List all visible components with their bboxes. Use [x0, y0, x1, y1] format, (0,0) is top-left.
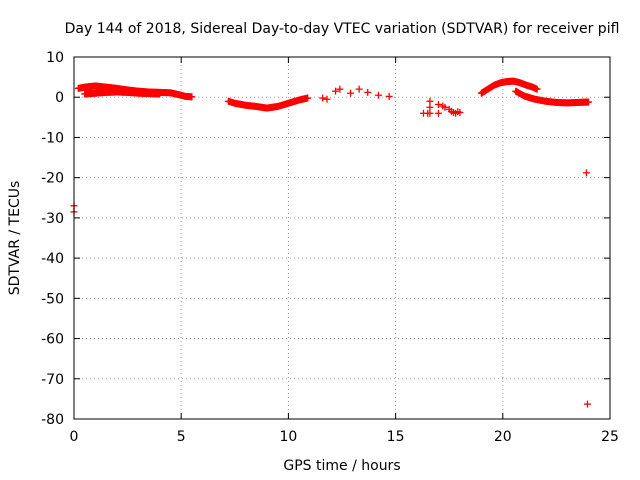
y-axis-label: SDTVAR / TECUs	[7, 181, 23, 296]
data-point	[347, 89, 355, 97]
x-tick-label: 15	[387, 429, 405, 445]
x-tick-label: 5	[177, 429, 186, 445]
x-tick-label: 0	[70, 429, 79, 445]
y-tick-label: -80	[41, 412, 64, 428]
y-tick-label: -10	[41, 130, 64, 146]
data-point	[434, 100, 442, 108]
data-point	[156, 90, 164, 98]
data-point	[304, 94, 312, 102]
grid-lines	[74, 57, 610, 419]
data-point	[323, 95, 331, 103]
data-point	[585, 98, 593, 106]
data-point	[319, 94, 327, 102]
data-point	[583, 400, 591, 408]
data-point	[374, 91, 382, 99]
data-points	[70, 77, 593, 408]
data-point	[582, 169, 590, 177]
data-point	[385, 92, 393, 100]
y-tick-label: -70	[41, 372, 64, 388]
data-point	[188, 93, 196, 101]
y-tick-label: -30	[41, 211, 64, 227]
data-point	[364, 88, 372, 96]
x-tick-labels: 0 5 10 15 20 25	[70, 429, 619, 445]
x-tick-label: 10	[279, 429, 297, 445]
y-tick-label: -60	[41, 332, 64, 348]
data-point	[456, 109, 464, 117]
data-point	[426, 103, 434, 111]
x-tick-label: 20	[494, 429, 512, 445]
data-point	[426, 97, 434, 105]
y-tick-labels: 10 0 -10 -20 -30 -40 -50 -60 -70 -80	[41, 50, 64, 428]
chart-title: Day 144 of 2018, Sidereal Day-to-day VTE…	[65, 21, 620, 37]
data-point	[441, 103, 449, 111]
data-point	[332, 87, 340, 95]
data-point	[434, 109, 442, 117]
x-axis-label: GPS time / hours	[283, 458, 400, 474]
data-point	[355, 85, 363, 93]
y-tick-label: -40	[41, 251, 64, 267]
data-point	[533, 85, 541, 93]
x-tick-label: 25	[601, 429, 619, 445]
axis-ticks	[73, 56, 611, 420]
data-point	[426, 109, 434, 117]
plot-frame	[73, 56, 611, 420]
y-tick-label: -20	[41, 171, 64, 187]
y-tick-label: 10	[46, 50, 64, 66]
data-point	[336, 85, 344, 93]
y-tick-label: -50	[41, 291, 64, 307]
y-tick-label: 0	[55, 90, 64, 106]
